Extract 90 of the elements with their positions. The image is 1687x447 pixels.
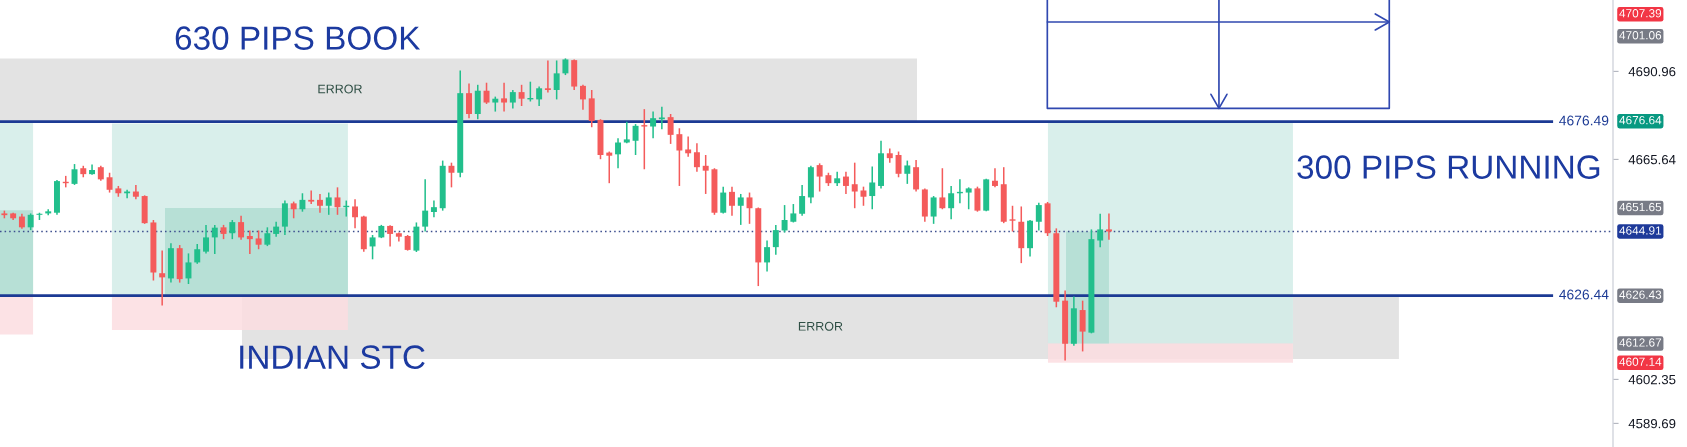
- candlestick: [676, 127, 683, 187]
- ref-line-label: 4676.49: [1559, 115, 1609, 126]
- text: 4701.06: [1619, 31, 1662, 40]
- candlestick: [185, 252, 192, 285]
- candlestick: [483, 81, 490, 105]
- candlestick: [106, 171, 113, 194]
- candlestick: [255, 229, 262, 250]
- candlestick: [316, 193, 323, 214]
- candlestick: [509, 89, 516, 110]
- annotation: 630 PIPS BOOK: [175, 26, 421, 50]
- candlestick: [1035, 201, 1042, 232]
- candlestick: [211, 224, 218, 255]
- candlestick: [895, 150, 902, 179]
- candlestick: [939, 167, 946, 211]
- candlestick: [413, 221, 420, 253]
- candlestick: [229, 219, 236, 240]
- candlestick: [764, 239, 771, 273]
- candlestick: [816, 162, 823, 193]
- y-tick-label: 4665.64: [1628, 154, 1676, 165]
- candlestick: [772, 224, 779, 256]
- candlestick: [1105, 212, 1112, 241]
- candlestick: [369, 234, 376, 261]
- candlestick: [702, 154, 709, 195]
- candlestick: [1079, 299, 1086, 353]
- candlestick: [886, 147, 893, 164]
- ref-line-label: 4626.44: [1559, 289, 1609, 300]
- candlestick: [1009, 205, 1016, 233]
- candlestick: [650, 110, 657, 140]
- candlestick: [299, 192, 306, 213]
- candlestick: [913, 159, 920, 193]
- text: 4707.39: [1619, 9, 1662, 18]
- candlestick: [948, 185, 955, 221]
- text: 4644.91: [1619, 226, 1662, 235]
- candlestick: [729, 185, 735, 217]
- candlestick: [474, 84, 481, 120]
- text: 4676.64: [1619, 115, 1662, 125]
- candlestick: [860, 185, 867, 207]
- text: 4626.43: [1619, 290, 1662, 299]
- candlestick: [246, 229, 253, 255]
- candlestick: [518, 84, 525, 107]
- candlestick: [851, 161, 858, 209]
- candlestick: [325, 191, 332, 216]
- candlestick: [930, 195, 937, 225]
- band-label: ERROR: [318, 84, 362, 94]
- annotation: INDIAN STC: [240, 345, 425, 369]
- candlestick: [501, 81, 508, 113]
- candlestick: [238, 215, 245, 241]
- candlestick: [615, 137, 621, 169]
- candlestick: [203, 224, 209, 255]
- candlestick: [781, 204, 788, 234]
- candlestick: [553, 59, 560, 101]
- candlestick: [159, 249, 166, 307]
- candlestick: [544, 59, 551, 94]
- candlestick: [641, 108, 648, 171]
- y-tick-label: 4690.96: [1628, 66, 1676, 77]
- candlestick: [194, 243, 201, 265]
- text: 4651.65: [1619, 202, 1662, 212]
- annotation: 300 PIPS RUNNING: [1297, 155, 1600, 179]
- candlestick: [720, 185, 727, 215]
- candlestick: [579, 84, 586, 111]
- y-tick-label: 4602.35: [1628, 374, 1676, 385]
- candlestick: [466, 82, 472, 119]
- candlestick: [991, 167, 998, 189]
- text: 4607.14: [1619, 357, 1662, 366]
- y-tick-label: 4589.69: [1628, 418, 1676, 429]
- candlestick: [264, 226, 271, 247]
- candlestick: [1097, 213, 1104, 248]
- candlestick: [869, 165, 876, 211]
- band-label: ERROR: [798, 321, 843, 331]
- candlestick: [387, 224, 394, 248]
- candlestick: [658, 105, 665, 131]
- candlestick: [632, 123, 639, 156]
- candlestick: [667, 113, 674, 145]
- candlestick: [606, 150, 613, 184]
- candlestick: [352, 198, 359, 230]
- candlestick: [422, 178, 429, 233]
- candlestick: [448, 161, 455, 189]
- candlestick: [799, 184, 806, 217]
- candlestick: [965, 186, 972, 211]
- candlestick: [737, 193, 744, 226]
- candlestick: [281, 199, 288, 236]
- candlestick: [308, 189, 315, 205]
- candlestick: [974, 185, 981, 213]
- candlestick: [685, 135, 692, 158]
- text: 4612.67: [1619, 338, 1662, 347]
- candlestick: [588, 89, 595, 128]
- candlestick: [842, 170, 849, 195]
- candlestick: [536, 85, 543, 107]
- candlestick: [904, 159, 911, 185]
- candlestick: [693, 142, 700, 173]
